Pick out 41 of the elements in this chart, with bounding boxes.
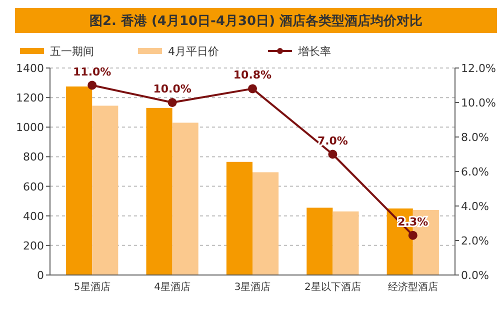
bar xyxy=(92,106,118,275)
x-tick-label: 3星酒店 xyxy=(234,281,271,293)
bar xyxy=(146,108,172,275)
data-label: 7.0% xyxy=(317,134,348,148)
point xyxy=(88,80,97,90)
y-tick-label: 1400 xyxy=(16,62,44,75)
x-tick-label: 5星酒店 xyxy=(74,281,110,293)
point xyxy=(328,150,338,159)
y2-tick-label: 0.0% xyxy=(461,269,489,282)
y-tick-label: 800 xyxy=(23,150,44,164)
y2-tick-label: 6.0% xyxy=(461,166,489,178)
y-tick-label: 200 xyxy=(23,239,44,252)
point xyxy=(168,98,177,107)
x-tick-label: 经济型酒店 xyxy=(388,281,438,293)
y2-tick-label: 10.0% xyxy=(461,96,496,110)
x-tick-label: 4星酒店 xyxy=(154,281,190,293)
bar xyxy=(226,162,252,275)
data-label: 11.0% xyxy=(73,65,112,78)
bar xyxy=(172,122,198,275)
data-label: 10.0% xyxy=(153,82,192,96)
y-tick-label: 0 xyxy=(37,269,44,282)
legend-label: 五一期间 xyxy=(50,45,94,58)
y2-tick-label: 12.0% xyxy=(461,62,496,75)
legend-label: 4月平日价 xyxy=(168,45,219,58)
data-label: 10.8% xyxy=(233,68,272,82)
chart-title: 图2. 香港 (4月10日-4月30日) 酒店各类型酒店均价对比 xyxy=(89,13,423,29)
legend-label: 增长率 xyxy=(297,45,331,58)
y-tick-label: 600 xyxy=(23,180,44,194)
y2-tick-label: 8.0% xyxy=(461,131,489,144)
point xyxy=(248,84,257,94)
y2-tick-label: 2.0% xyxy=(461,234,489,248)
bar xyxy=(66,86,92,275)
y-tick-label: 1000 xyxy=(16,121,44,134)
x-tick-label: 2星以下酒店 xyxy=(304,281,361,293)
y2-tick-label: 4.0% xyxy=(461,200,489,213)
bar xyxy=(332,211,359,275)
bar xyxy=(306,208,333,275)
y-tick-label: 400 xyxy=(23,210,44,223)
bar xyxy=(252,172,279,275)
y-tick-label: 1200 xyxy=(16,92,44,105)
point xyxy=(408,230,418,240)
